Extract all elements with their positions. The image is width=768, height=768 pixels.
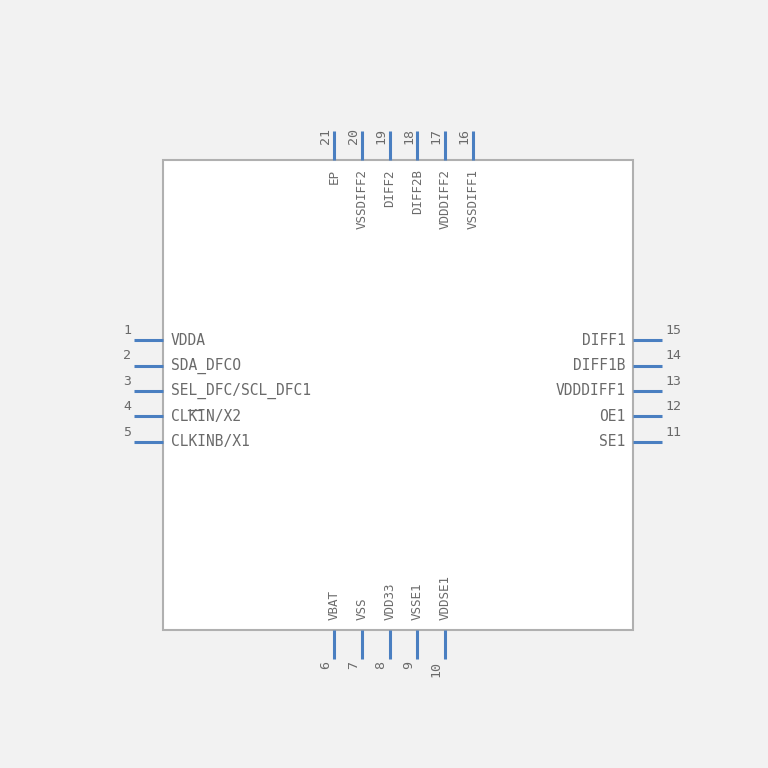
Text: VDDSE1: VDDSE1 — [439, 575, 452, 621]
Text: 10: 10 — [430, 661, 443, 677]
Text: DIFF2B: DIFF2B — [411, 169, 424, 214]
Text: 9: 9 — [402, 661, 415, 669]
Text: 11: 11 — [665, 425, 681, 439]
Text: 17: 17 — [430, 128, 443, 144]
Text: 12: 12 — [665, 400, 681, 413]
Text: 5: 5 — [123, 425, 131, 439]
Text: 20: 20 — [346, 128, 359, 144]
Text: DIFF2: DIFF2 — [383, 169, 396, 207]
Text: OE1: OE1 — [599, 409, 625, 424]
Text: VSSE1: VSSE1 — [411, 583, 424, 621]
Text: 7: 7 — [346, 661, 359, 669]
Text: CLKINB/X1: CLKINB/X1 — [171, 434, 250, 449]
Text: VDDDIFF2: VDDDIFF2 — [439, 169, 452, 229]
Text: 3: 3 — [123, 375, 131, 388]
Text: SEL_DFC/SCL_DFC1: SEL_DFC/SCL_DFC1 — [171, 382, 311, 399]
Text: VSS: VSS — [356, 598, 369, 621]
Text: 15: 15 — [665, 324, 681, 337]
Text: CLKIN/X2: CLKIN/X2 — [171, 409, 241, 424]
Text: SDA_DFCO: SDA_DFCO — [171, 357, 241, 373]
Text: 16: 16 — [458, 128, 471, 144]
Text: DIFF1: DIFF1 — [581, 333, 625, 348]
Text: EP: EP — [328, 169, 341, 184]
Text: VDD33: VDD33 — [383, 583, 396, 621]
Text: 4: 4 — [123, 400, 131, 413]
Text: 8: 8 — [375, 661, 387, 669]
Text: 13: 13 — [665, 375, 681, 388]
Text: SE1: SE1 — [599, 434, 625, 449]
Text: 21: 21 — [319, 128, 332, 144]
Text: 14: 14 — [665, 349, 681, 362]
Text: 1: 1 — [123, 324, 131, 337]
Text: 2: 2 — [123, 349, 131, 362]
Text: 18: 18 — [402, 128, 415, 144]
Text: VDDA: VDDA — [171, 333, 206, 348]
Text: VSSDIFF1: VSSDIFF1 — [466, 169, 479, 229]
Text: VBAT: VBAT — [328, 591, 341, 621]
Text: 19: 19 — [375, 128, 387, 144]
Text: DIFF1B: DIFF1B — [573, 358, 625, 373]
Bar — [164, 160, 633, 630]
Text: 6: 6 — [319, 661, 332, 669]
Text: VSSDIFF2: VSSDIFF2 — [356, 169, 369, 229]
Text: VDDDIFF1: VDDDIFF1 — [555, 383, 625, 399]
